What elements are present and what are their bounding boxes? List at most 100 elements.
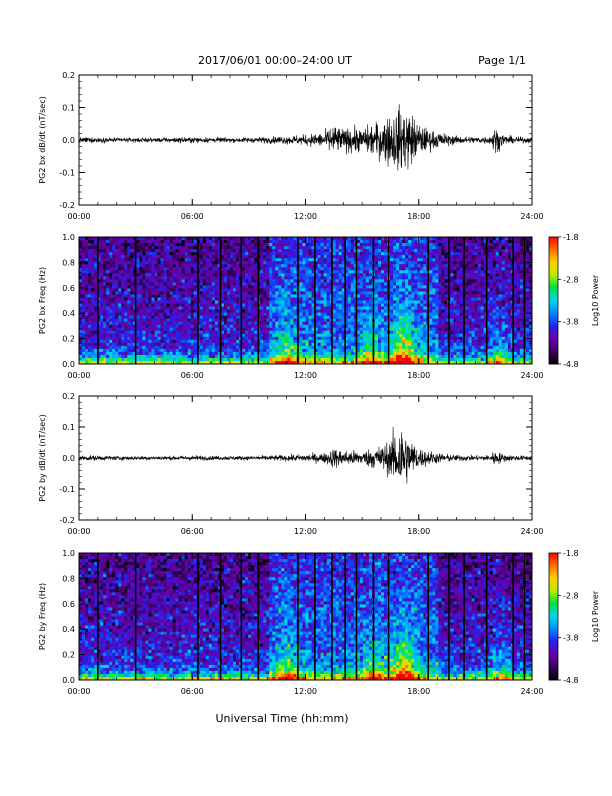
- spectrogram-cell: [284, 240, 287, 243]
- spectrogram-cell: [136, 264, 139, 267]
- spectrogram-cell: [420, 310, 423, 313]
- spectrogram-cell: [348, 279, 351, 282]
- spectrogram-cell: [136, 258, 139, 261]
- spectrogram-cell: [417, 343, 420, 346]
- spectrogram-cell: [260, 261, 263, 264]
- spectrogram-cell: [224, 322, 227, 325]
- spectrogram-cell: [142, 337, 145, 340]
- spectrogram-cell: [94, 261, 97, 264]
- spectrogram-cell: [236, 264, 239, 267]
- spectrogram-cell: [360, 285, 363, 288]
- spectrogram-cell: [309, 340, 312, 343]
- spectrogram-cell: [327, 334, 330, 337]
- spectrogram-cell: [227, 240, 230, 243]
- spectrogram-cell: [318, 304, 321, 307]
- spectrogram-cell: [167, 322, 170, 325]
- spectrogram-cell: [423, 270, 426, 273]
- spectrogram-cell: [194, 249, 197, 252]
- spectrogram-cell: [188, 340, 191, 343]
- spectrogram-cell: [420, 243, 423, 246]
- spectrogram-cell: [284, 261, 287, 264]
- spectrogram-cell: [130, 307, 133, 310]
- spectrogram-cell: [109, 294, 112, 297]
- spectrogram-cell: [420, 294, 423, 297]
- spectrogram-cell: [236, 310, 239, 313]
- spectrogram-cell: [124, 319, 127, 322]
- spectrogram-cell: [399, 240, 402, 243]
- spectrogram-cell: [221, 273, 224, 276]
- spectrogram-cell: [393, 304, 396, 307]
- spectrogram-cell: [155, 322, 158, 325]
- spectrogram-cell: [182, 349, 185, 352]
- spectrogram-cell: [284, 355, 287, 358]
- spectrogram-cell: [351, 352, 354, 355]
- spectrogram-cell: [348, 334, 351, 337]
- spectrogram-cell: [402, 328, 405, 331]
- spectrogram-cell: [384, 343, 387, 346]
- spectrogram-cell: [200, 301, 203, 304]
- spectrogram-cell: [402, 264, 405, 267]
- spectrogram-cell: [251, 358, 254, 361]
- spectrogram-cell: [100, 264, 103, 267]
- spectrogram-cell: [85, 243, 88, 246]
- spectrogram-cell: [100, 307, 103, 310]
- spectrogram-cell: [221, 246, 224, 249]
- spectrogram-cell: [278, 237, 281, 240]
- spectrogram-cell: [109, 307, 112, 310]
- spectrogram-cell: [309, 322, 312, 325]
- spectrogram-cell: [118, 291, 121, 294]
- spectrogram-cell: [263, 313, 266, 316]
- spectrogram-cell: [118, 301, 121, 304]
- spectrogram-cell: [151, 252, 154, 255]
- spectrogram-cell: [236, 313, 239, 316]
- spectrogram-cell: [417, 279, 420, 282]
- spectrogram-cell: [115, 313, 118, 316]
- spectrogram-cell: [224, 267, 227, 270]
- spectrogram-cell: [88, 258, 91, 261]
- spectrogram-cell: [384, 322, 387, 325]
- spectrogram-cell: [360, 319, 363, 322]
- spectrogram-cell: [254, 279, 257, 282]
- spectrogram-cell: [399, 325, 402, 328]
- spectrogram-cell: [321, 297, 324, 300]
- spectrogram-cell: [164, 358, 167, 361]
- spectrogram-cell: [109, 304, 112, 307]
- spectrogram-cell: [91, 346, 94, 349]
- spectrogram-cell: [420, 316, 423, 319]
- spectrogram-cell: [384, 337, 387, 340]
- spectrogram-cell: [366, 352, 369, 355]
- spectrogram-cell: [139, 355, 142, 358]
- spectrogram-cell: [176, 334, 179, 337]
- spectrogram-cell: [127, 358, 130, 361]
- spectrogram-cell: [339, 334, 342, 337]
- spectrogram-cell: [284, 313, 287, 316]
- spectrogram-cell: [136, 343, 139, 346]
- spectrogram-cell: [100, 273, 103, 276]
- spectrogram-cell: [167, 246, 170, 249]
- spectrogram-cell: [118, 249, 121, 252]
- y-tick-label: 0.2: [62, 71, 75, 80]
- spectrogram-cell: [158, 273, 161, 276]
- spectrogram-cell: [103, 343, 106, 346]
- spectrogram-cell: [215, 358, 218, 361]
- spectrogram-cell: [155, 267, 158, 270]
- spectrogram-cell: [369, 334, 372, 337]
- spectrogram-cell: [124, 258, 127, 261]
- spectrogram-cell: [106, 285, 109, 288]
- spectrogram-cell: [290, 355, 293, 358]
- spectrogram-cell: [393, 243, 396, 246]
- spectrogram-cell: [423, 325, 426, 328]
- spectrogram-cell: [230, 279, 233, 282]
- spectrogram-cell: [266, 279, 269, 282]
- spectrogram-cell: [333, 334, 336, 337]
- spectrogram-cell: [309, 355, 312, 358]
- spectrogram-cell: [351, 276, 354, 279]
- spectrogram-cell: [309, 273, 312, 276]
- spectrogram-cell: [384, 243, 387, 246]
- spectrogram-cell: [390, 340, 393, 343]
- spectrogram-cell: [414, 270, 417, 273]
- spectrogram-cell: [121, 316, 124, 319]
- spectrogram-cell: [275, 264, 278, 267]
- spectrogram-cell: [91, 264, 94, 267]
- spectrogram-cell: [115, 358, 118, 361]
